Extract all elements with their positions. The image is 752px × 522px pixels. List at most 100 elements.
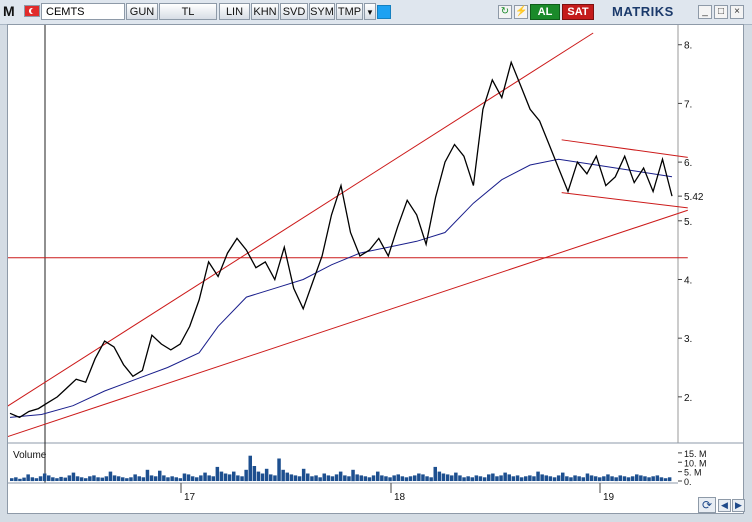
y-tick-label: 8. xyxy=(684,41,692,52)
volume-bar xyxy=(639,475,643,481)
volume-bar xyxy=(14,477,18,482)
volume-bar xyxy=(466,476,470,481)
volume-bar xyxy=(593,476,598,481)
volume-bar xyxy=(577,476,581,481)
buy-button[interactable]: AL xyxy=(530,4,560,20)
volume-bar xyxy=(195,477,199,482)
volume-bar xyxy=(75,476,80,481)
volume-bar xyxy=(260,473,265,481)
last-price-label-group: 5.42 xyxy=(678,192,704,203)
scale-button[interactable]: LIN xyxy=(219,3,250,20)
toolbar: M CEMTS GUN TL LIN KHN SVD SYM TMP ▼ ↻ ⚡… xyxy=(0,0,752,25)
close-icon[interactable]: × xyxy=(730,5,744,19)
volume-bar xyxy=(404,477,409,482)
volume-axis-ticks: 15. M10. M5. M0. xyxy=(678,449,707,487)
trendline xyxy=(561,192,688,209)
volume-bar xyxy=(277,458,281,481)
volume-bar xyxy=(71,472,76,481)
chevron-down-icon[interactable]: ▼ xyxy=(364,3,376,20)
volume-bar xyxy=(92,475,96,481)
price-line xyxy=(9,60,673,419)
volume-bar xyxy=(618,475,622,481)
sync-icon[interactable]: ⟳ xyxy=(698,497,716,513)
volume-bar xyxy=(548,476,553,481)
volume-bar xyxy=(536,471,540,481)
volume-bar xyxy=(285,472,289,481)
volume-bar xyxy=(244,469,248,482)
volume-bar xyxy=(30,477,35,482)
volume-bar xyxy=(363,476,368,481)
sell-button[interactable]: SAT xyxy=(562,4,594,20)
volume-bar xyxy=(507,474,511,481)
volume-bar xyxy=(355,474,359,481)
volume-bar xyxy=(437,471,442,481)
y-tick-label: 5. xyxy=(684,217,692,228)
volume-bar xyxy=(84,478,88,481)
volume-bar xyxy=(421,474,425,481)
period-button[interactable]: GUN xyxy=(126,3,158,20)
volume-bar xyxy=(359,475,363,481)
volume-bar xyxy=(116,476,121,481)
volume-bar xyxy=(264,468,269,481)
volume-bar xyxy=(269,474,273,481)
volume-bar xyxy=(67,475,72,481)
volume-bar xyxy=(256,471,261,481)
chart-area[interactable]: 8. 7. 6. 5. 4. 3. 2. 5.42 Volume 15. M 10. M 5. … xyxy=(3,24,744,514)
khn-button[interactable]: KHN xyxy=(251,3,279,20)
brand-logo: MATRIKS xyxy=(612,4,674,19)
volume-bar xyxy=(190,476,195,481)
volume-bar xyxy=(108,471,113,481)
volume-bar xyxy=(511,476,516,481)
volume-bar xyxy=(162,475,166,481)
volume-bar xyxy=(622,476,627,481)
volume-bar xyxy=(129,477,133,482)
svd-button[interactable]: SVD xyxy=(280,3,308,20)
volume-bar xyxy=(499,475,503,481)
tmp-button[interactable]: TMP xyxy=(336,3,363,20)
volume-bar xyxy=(322,473,326,481)
volume-bar xyxy=(515,475,520,481)
price-chart[interactable]: 8. 7. 6. 5. 4. 3. 2. 5.42 Volume 15. M10. M5. … xyxy=(3,25,743,513)
scroll-right-icon[interactable]: ▶ xyxy=(732,499,745,512)
volume-bar xyxy=(478,476,483,481)
volume-bar xyxy=(306,473,310,481)
volume-bar xyxy=(380,475,384,481)
volume-bar xyxy=(166,477,170,482)
volume-bars xyxy=(10,455,672,482)
volume-bar xyxy=(417,473,421,481)
volume-bar xyxy=(400,476,405,481)
volume-bar xyxy=(240,476,244,481)
volume-bar xyxy=(388,477,392,482)
volume-bar xyxy=(487,474,491,481)
volume-bar xyxy=(433,466,437,481)
lightning-icon[interactable]: ⚡ xyxy=(514,5,528,19)
volume-bar xyxy=(606,474,610,481)
refresh-icon[interactable]: ↻ xyxy=(498,5,512,19)
volume-bar xyxy=(314,475,318,481)
volume-bar xyxy=(392,475,396,481)
sym-button[interactable]: SYM xyxy=(309,3,335,20)
volume-bar xyxy=(413,475,417,481)
volume-bar xyxy=(610,476,614,481)
volume-bar xyxy=(158,470,162,481)
volume-bar xyxy=(503,472,507,481)
twitter-icon[interactable] xyxy=(377,5,391,19)
volume-bar xyxy=(186,474,191,481)
volume-bar xyxy=(565,476,569,481)
volume-bar xyxy=(630,476,635,481)
scroll-left-icon[interactable]: ◀ xyxy=(718,499,731,512)
volume-bar xyxy=(293,475,298,481)
volume-bar xyxy=(59,476,63,481)
maximize-icon[interactable]: □ xyxy=(714,5,728,19)
volume-bar xyxy=(470,477,474,482)
volume-bar xyxy=(556,475,561,481)
volume-bar xyxy=(462,477,466,482)
volume-bar xyxy=(10,478,14,481)
volume-bar xyxy=(47,475,51,481)
currency-button[interactable]: TL xyxy=(159,3,217,20)
x-tick-label: 17 xyxy=(184,492,196,503)
y-tick-label: 4. xyxy=(684,275,692,286)
y-tick-label: 2. xyxy=(684,393,692,404)
symbol-input[interactable]: CEMTS xyxy=(41,3,125,20)
minimize-icon[interactable]: _ xyxy=(698,5,712,19)
